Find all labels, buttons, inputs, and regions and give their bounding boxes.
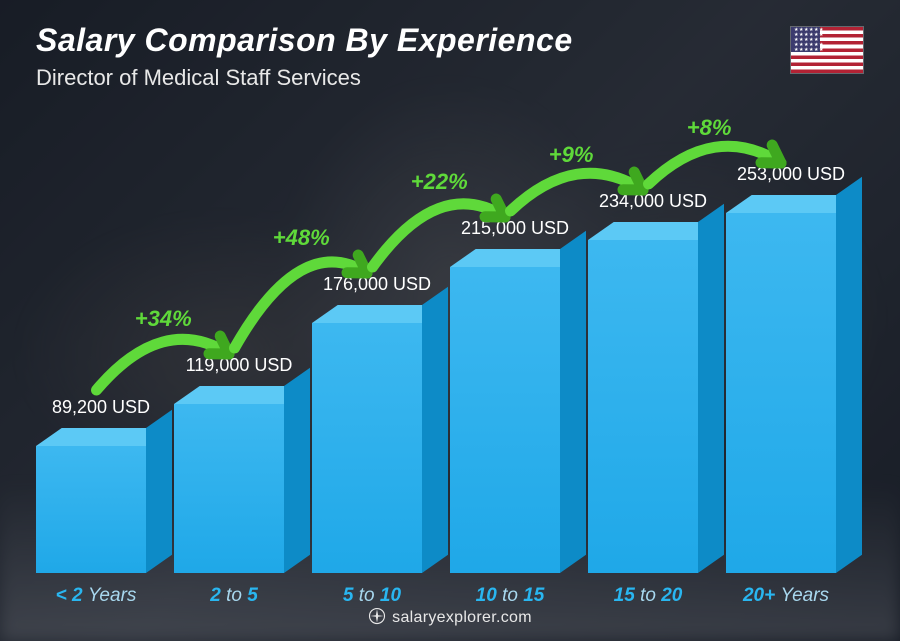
bar-x-label: 2 to 5	[164, 585, 304, 607]
bar-x-label: 5 to 10	[302, 585, 442, 607]
flag-canton: ★★★★★★★★★★★★★★★★★★★★★★★★★★★★★★	[791, 27, 820, 52]
growth-arrow-5	[36, 113, 856, 573]
bar-x-label: 15 to 20	[578, 585, 718, 607]
footer: salaryexplorer.com	[0, 607, 900, 627]
footer-text: salaryexplorer.com	[392, 609, 532, 626]
pct-increase-label: +8%	[687, 115, 732, 141]
bar-x-label: 10 to 15	[440, 585, 580, 607]
header: Salary Comparison By Experience Director…	[36, 22, 573, 91]
salary-bar-chart: 89,200 USD< 2 Years119,000 USD2 to 5176,…	[36, 113, 856, 573]
compass-icon	[368, 607, 386, 625]
infographic-container: Salary Comparison By Experience Director…	[0, 0, 900, 641]
page-subtitle: Director of Medical Staff Services	[36, 65, 573, 91]
bar-x-label: 20+ Years	[716, 585, 856, 607]
page-title: Salary Comparison By Experience	[36, 22, 573, 59]
us-flag-icon: ★★★★★★★★★★★★★★★★★★★★★★★★★★★★★★	[790, 26, 864, 74]
bar-x-label: < 2 Years	[26, 585, 166, 607]
